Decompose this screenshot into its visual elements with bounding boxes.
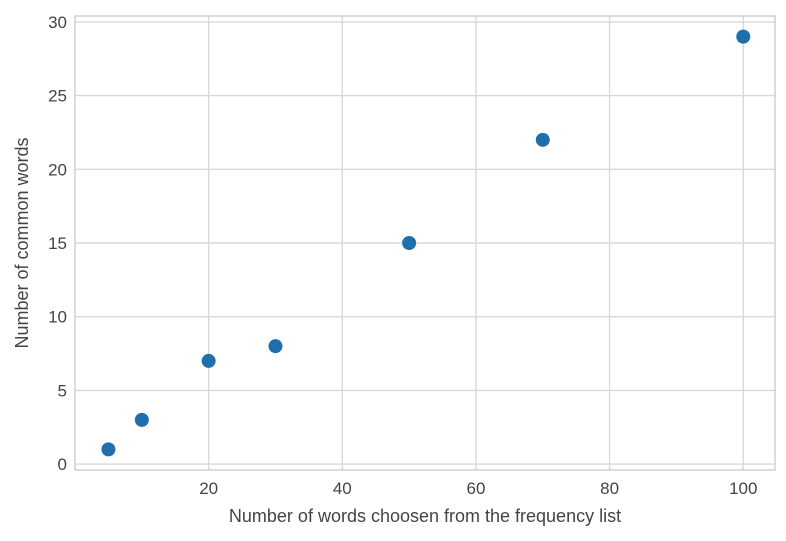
y-tick-label: 15 [48, 234, 67, 253]
data-point [201, 353, 216, 368]
data-points [101, 29, 751, 457]
x-tick-label: 100 [729, 479, 757, 498]
data-point [535, 132, 550, 147]
x-tick-label: 60 [466, 479, 485, 498]
y-tick-label: 30 [48, 13, 67, 32]
y-tick-label: 20 [48, 160, 67, 179]
data-point [101, 442, 116, 457]
y-tick-label: 10 [48, 308, 67, 327]
plot-frame [74, 15, 776, 471]
data-point [268, 339, 283, 354]
data-point [736, 29, 751, 44]
y-tick-label: 25 [48, 87, 67, 106]
y-axis-label: Number of common words [12, 137, 32, 348]
x-tick-label: 40 [333, 479, 352, 498]
y-tick-label: 0 [58, 455, 67, 474]
y-axis-ticks: 0 5 10 15 20 25 30 [48, 13, 67, 474]
grid [75, 16, 775, 470]
x-tick-label: 80 [600, 479, 619, 498]
x-axis-label: Number of words choosen from the frequen… [229, 506, 621, 526]
data-point [134, 412, 149, 427]
x-tick-label: 20 [199, 479, 218, 498]
y-tick-label: 5 [58, 381, 67, 400]
x-axis-ticks: 20 40 60 80 100 [199, 479, 757, 498]
data-point [402, 236, 417, 250]
